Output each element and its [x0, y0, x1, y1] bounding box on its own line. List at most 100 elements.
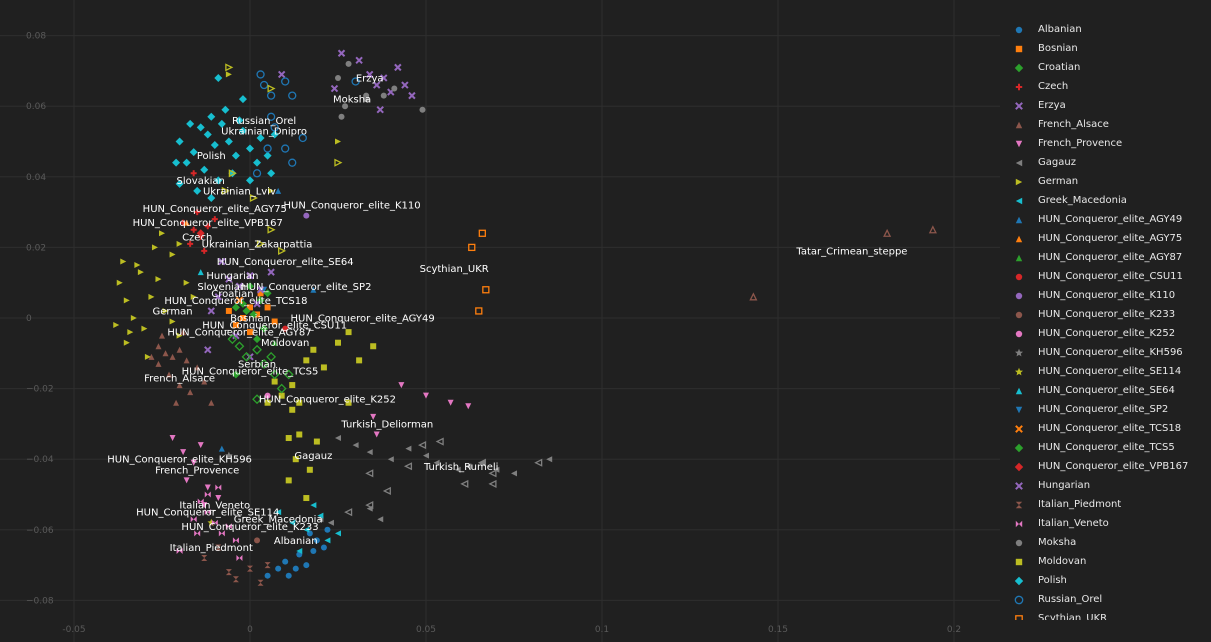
point-serbian[interactable]	[266, 351, 277, 362]
legend-item[interactable]: Croatian	[1006, 58, 1080, 77]
point-polish[interactable]	[193, 186, 202, 195]
legend-item[interactable]: Italian_Veneto	[1006, 514, 1109, 533]
point-polish[interactable]	[172, 158, 181, 167]
point-croatian[interactable]	[249, 310, 258, 319]
point-turkish[interactable]	[460, 479, 469, 488]
point-hun-conqueror-elite-kh596[interactable]	[225, 451, 233, 459]
point-moldovan[interactable]	[335, 339, 341, 346]
point-albanian[interactable]	[303, 562, 310, 569]
point-french-alsace[interactable]	[162, 350, 169, 357]
point-moksha[interactable]	[342, 103, 349, 110]
point-german[interactable]	[127, 329, 134, 336]
point-hun-conqueror-elite-vpb167[interactable]	[196, 229, 205, 238]
point-gagauz[interactable]	[546, 456, 553, 463]
point-hungarian[interactable]	[256, 286, 265, 294]
point-french-alsace[interactable]	[148, 353, 155, 360]
point-italian-veneto[interactable]	[176, 547, 183, 554]
point-german[interactable]	[120, 258, 127, 265]
legend-item[interactable]: Bosnian	[1006, 39, 1078, 58]
point-german[interactable]	[134, 262, 141, 269]
point-serbian[interactable]	[276, 383, 287, 394]
point-german[interactable]	[113, 322, 120, 329]
point-italian-piedmont[interactable]	[225, 569, 232, 576]
legend-item[interactable]: HUN_Conqueror_elite_AGY87	[1006, 248, 1182, 267]
point-hungarian[interactable]	[232, 331, 240, 340]
point-moldovan[interactable]	[313, 438, 320, 445]
point-moksha[interactable]	[345, 60, 352, 67]
legend-item[interactable]: Albanian	[1006, 20, 1082, 39]
point-erzya[interactable]	[394, 63, 402, 72]
legend[interactable]: Albanian Bosnian Croatian Czech Erzya French_…	[1006, 20, 1206, 620]
legend-item[interactable]: HUN_Conqueror_elite_TCS5	[1006, 438, 1175, 457]
point-serbian[interactable]	[269, 369, 280, 380]
point-moksha[interactable]	[338, 113, 345, 120]
point-greek-macedonia[interactable]	[335, 530, 341, 537]
point-french-alsace[interactable]	[166, 371, 173, 378]
point-ukrainian[interactable]	[225, 63, 234, 72]
point-bosnian[interactable]	[247, 329, 253, 336]
point-tatar-crimean-steppe[interactable]	[928, 225, 937, 234]
point-french-provence[interactable]	[465, 403, 472, 410]
point-polish[interactable]	[175, 179, 184, 188]
point-albanian[interactable]	[275, 565, 282, 572]
point-tatar-crimean-steppe[interactable]	[749, 292, 758, 301]
point-ukrainian[interactable]	[267, 225, 276, 234]
point-scythian-ukr[interactable]	[482, 286, 490, 294]
point-german[interactable]	[169, 251, 176, 258]
point-french-alsace[interactable]	[180, 329, 187, 336]
legend-item[interactable]: French_Alsace	[1006, 115, 1109, 134]
point-greek-macedonia[interactable]	[275, 509, 282, 516]
point-turkish[interactable]	[488, 479, 497, 488]
point-czech[interactable]	[201, 247, 208, 254]
point-polish[interactable]	[235, 116, 244, 125]
point-moldovan[interactable]	[345, 399, 352, 406]
point-hungarian[interactable]	[246, 271, 254, 280]
point-moldovan[interactable]	[296, 399, 303, 406]
point-polish[interactable]	[200, 165, 209, 174]
point-russian-orel[interactable]	[252, 169, 262, 178]
point-erzya[interactable]	[373, 81, 381, 89]
point-hun-conqueror-elite-agy49[interactable]	[218, 445, 225, 452]
point-german[interactable]	[155, 276, 162, 283]
point-russian-orel[interactable]	[298, 133, 307, 143]
point-russian-orel[interactable]	[288, 158, 297, 167]
legend-item[interactable]: Moksha	[1006, 533, 1076, 552]
point-croatian[interactable]	[253, 335, 262, 344]
point-french-provence[interactable]	[190, 459, 197, 466]
point-german[interactable]	[144, 353, 151, 360]
point-italian-veneto[interactable]	[236, 555, 243, 562]
point-polish[interactable]	[175, 137, 184, 146]
point-czech[interactable]	[190, 226, 197, 233]
point-gagauz[interactable]	[327, 519, 334, 526]
point-scythian-ukr[interactable]	[478, 229, 486, 237]
point-turkish[interactable]	[477, 458, 486, 467]
point-moldovan[interactable]	[303, 357, 310, 364]
point-gagauz[interactable]	[377, 516, 384, 523]
point-czech[interactable]	[180, 219, 187, 226]
point-italian-veneto[interactable]	[215, 484, 222, 491]
point-french-provence[interactable]	[447, 399, 454, 406]
point-russian-orel[interactable]	[266, 91, 276, 100]
point-german[interactable]	[116, 279, 123, 286]
point-erzya[interactable]	[365, 70, 374, 79]
point-russian-orel[interactable]	[259, 80, 269, 90]
point-german[interactable]	[123, 297, 130, 304]
point-polish[interactable]	[238, 126, 247, 135]
point-russian-orel[interactable]	[266, 112, 276, 121]
point-moksha[interactable]	[335, 74, 341, 81]
point-french-alsace[interactable]	[187, 389, 194, 396]
point-greek-macedonia[interactable]	[317, 512, 324, 519]
point-hungarian[interactable]	[253, 300, 261, 308]
point-turkish[interactable]	[488, 469, 497, 478]
point-french-alsace[interactable]	[173, 399, 180, 406]
point-turkish[interactable]	[435, 437, 444, 446]
point-german[interactable]	[169, 318, 176, 325]
point-albanian[interactable]	[264, 572, 271, 579]
point-italian-piedmont[interactable]	[247, 565, 253, 572]
point-turkish[interactable]	[534, 458, 543, 467]
point-serbian[interactable]	[259, 358, 269, 369]
point-hungarian[interactable]	[225, 275, 233, 283]
point-russian-orel[interactable]	[256, 70, 265, 79]
point-turkish[interactable]	[418, 441, 427, 450]
point-moksha[interactable]	[380, 92, 387, 99]
